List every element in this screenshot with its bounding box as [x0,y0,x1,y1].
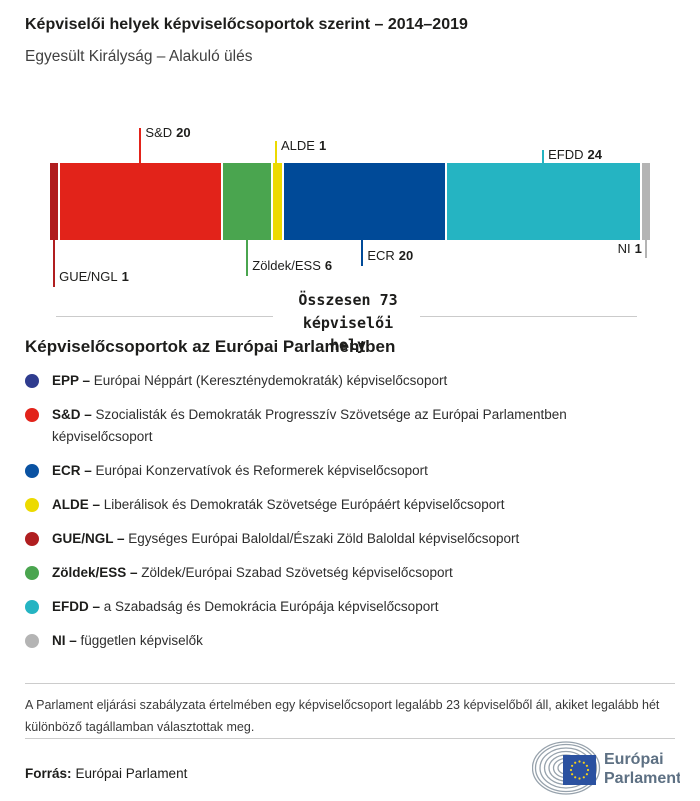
logo-text-line1: Európai [604,751,664,768]
european-parliament-logo: Európai Parlament [531,741,682,801]
total-divider-right [420,316,637,317]
leader-line-s-d [139,128,142,163]
legend-item-z-ldek-ess: Zöldek/ESS – Zöldek/Európai Szabad Szöve… [25,562,680,584]
legend-item-text: EPP – Európai Néppárt (Kereszténydemokra… [52,373,448,388]
legend-color-dot [25,634,39,648]
legend-color-dot [25,464,39,478]
bar-segment-alde [273,163,284,240]
bar-segment-ni [641,163,651,240]
page-title: Képviselői helyek képviselőcsoportok sze… [25,16,468,33]
bar-segment-z-ldek-ess [223,163,274,240]
legend-color-dot [25,566,39,580]
legend-item-text: NI – független képviselők [52,633,203,648]
total-divider-left [56,316,273,317]
legend-list: EPP – Európai Néppárt (Kereszténydemokra… [25,370,680,664]
legend-item-text: ALDE – Liberálisok és Demokraták Szövets… [52,497,505,512]
legend-item-s-d: S&D – Szocialisták és Demokraták Progres… [25,404,680,448]
legend-item-ecr: ECR – Európai Konzervatívok és Reformere… [25,460,680,482]
leader-line-z-ldek-ess [246,240,249,276]
legend-item-text: GUE/NGL – Egységes Európai Baloldal/Észa… [52,531,520,546]
legend-item-epp: EPP – Európai Néppárt (Kereszténydemokra… [25,370,680,392]
leader-line-ecr [361,240,364,266]
legend-item-ni: NI – független képviselők [25,630,680,652]
bar-segment-s-d [60,163,224,240]
footer-divider-top [25,683,675,684]
legend-item-efdd: EFDD – a Szabadság és Demokrácia Európáj… [25,596,680,618]
bar-label-alde: ALDE 1 [281,138,327,153]
bar-label-ecr: ECR 20 [367,248,414,263]
source-value: Európai Parlament [75,766,188,781]
source-label: Forrás: [25,766,72,781]
eu-flag-icon [563,755,596,785]
legend-color-dot [25,408,39,422]
leader-line-gue-ngl [53,240,56,287]
total-seats-label: Összesen 73 képviselői hely [298,291,398,354]
legend-item-text: Zöldek/ESS – Zöldek/Európai Szabad Szöve… [52,565,453,580]
leader-line-ni [644,240,647,258]
legend-item-text: ECR – Európai Konzervatívok és Reformere… [52,463,428,478]
legend-color-dot [25,374,39,388]
legend-color-dot [25,600,39,614]
parliament-hemicycle-icon: Európai Parlament [531,741,682,795]
page-subtitle: Egyesült Királyság – Alakuló ülés [25,48,253,65]
legend-item-text: EFDD – a Szabadság és Demokrácia Európáj… [52,599,439,614]
source-line: Forrás: Európai Parlament [25,766,187,781]
logo-text-line2: Parlament [604,770,680,787]
bar-segment-efdd [446,163,642,240]
bar-label-s-d: S&D 20 [145,125,191,140]
legend-heading: Képviselőcsoportok az Európai Parlamentb… [25,337,396,356]
legend-color-dot [25,532,39,546]
leader-line-alde [275,141,278,163]
eu-flag-stars [569,760,590,780]
legend-item-gue-ngl: GUE/NGL – Egységes Európai Baloldal/Észa… [25,528,680,550]
seat-distribution-bar [50,163,651,240]
footer-divider-bottom [25,738,675,739]
bar-segment-ecr [283,163,447,240]
bar-label-ni: NI 1 [617,241,642,256]
legend-color-dot [25,498,39,512]
leader-line-efdd [542,150,545,163]
legend-item-alde: ALDE – Liberálisok és Demokraták Szövets… [25,494,680,516]
bar-label-z-ldek-ess: Zöldek/ESS 6 [252,258,333,273]
legend-item-text: S&D – Szocialisták és Demokraták Progres… [52,407,567,444]
footnote: A Parlament eljárási szabályzata értelmé… [25,698,660,734]
bar-segment-gue-ngl [50,163,61,240]
bar-label-efdd: EFDD 24 [548,147,602,162]
bar-label-gue-ngl: GUE/NGL 1 [59,269,129,284]
